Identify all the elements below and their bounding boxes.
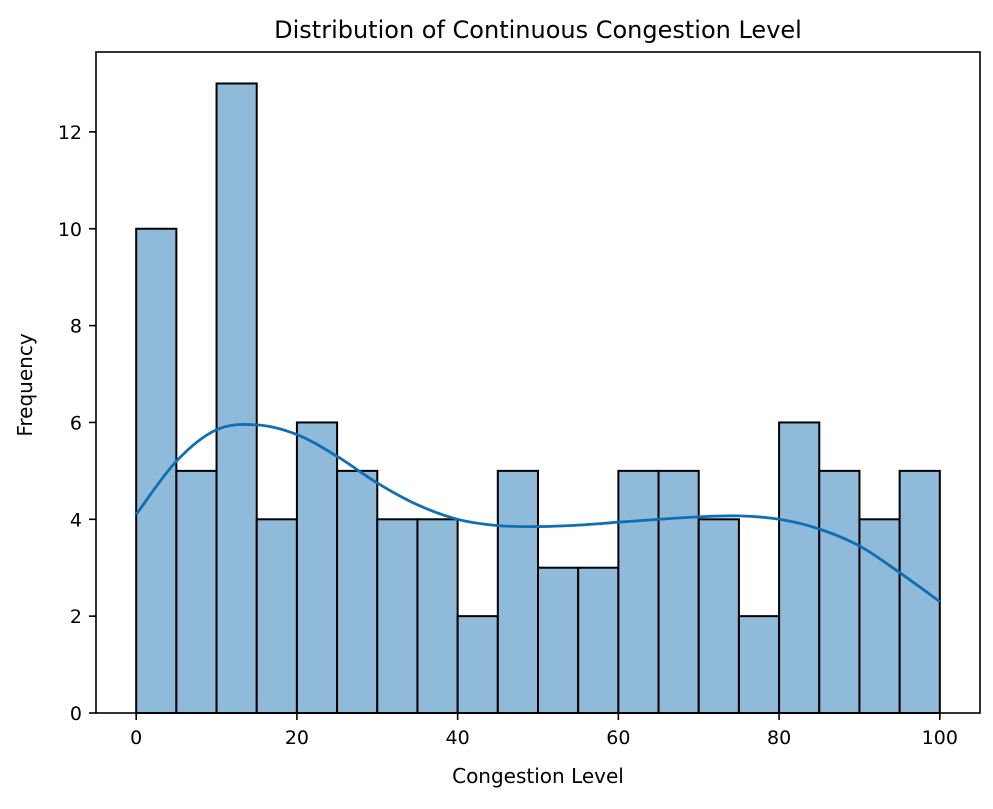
- histogram-bar-12: [617, 469, 660, 714]
- histogram-bar-18: [858, 518, 901, 714]
- x-axis-label: Congestion Level: [452, 764, 624, 788]
- x-tick-label-60: 60: [606, 727, 630, 749]
- x-tick-label-80: 80: [767, 727, 791, 749]
- histogram-bar-8: [456, 615, 499, 715]
- y-axis-label: Frequency: [13, 333, 37, 436]
- histogram-bar-9: [496, 469, 539, 714]
- histogram-bar-15: [737, 615, 781, 715]
- histogram-bar-3: [255, 518, 298, 714]
- bars-layer: [135, 82, 941, 715]
- histogram-bar-13: [657, 469, 700, 714]
- histogram-bar-14: [697, 518, 740, 714]
- histogram-bar-19: [898, 469, 941, 714]
- histogram-bar-1: [175, 469, 218, 714]
- kde-layer: [135, 423, 941, 603]
- axes-layer: 0 20 40 60 80 100 0 2 4 6 8 10 12: [58, 51, 981, 749]
- y-tick-label-10: 10: [58, 219, 82, 241]
- x-tick-label-20: 20: [285, 727, 309, 749]
- x-tick-label-100: 100: [922, 727, 958, 749]
- histogram-bar-4: [295, 421, 339, 714]
- y-tick-label-12: 12: [58, 122, 82, 144]
- y-tick-label-0: 0: [70, 703, 82, 725]
- y-tick-label-4: 4: [70, 509, 82, 531]
- plot-frame: [95, 51, 981, 714]
- kde-curve: [135, 423, 941, 603]
- x-tick-label-0: 0: [130, 727, 142, 749]
- histogram-bar-2: [215, 82, 258, 714]
- histogram-bar-7: [416, 518, 459, 714]
- chart-title: Distribution of Continuous Congestion Le…: [274, 16, 802, 44]
- histogram-bar-11: [577, 566, 620, 714]
- x-tick-label-40: 40: [446, 727, 470, 749]
- y-tick-label-6: 6: [70, 412, 82, 434]
- y-tick-label-8: 8: [70, 316, 82, 338]
- histogram-bar-10: [537, 566, 580, 714]
- histogram-bar-5: [336, 469, 379, 714]
- histogram-bar-0: [135, 227, 178, 714]
- y-tick-label-2: 2: [70, 606, 82, 628]
- histogram-bar-6: [376, 518, 419, 714]
- histogram-bar-17: [818, 469, 861, 714]
- histogram-bar-16: [778, 421, 821, 714]
